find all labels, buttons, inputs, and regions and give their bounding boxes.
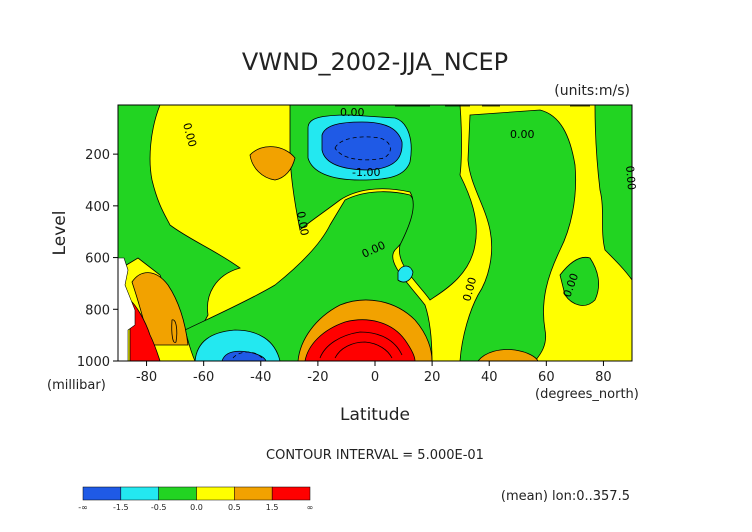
x-tick-label: 60 bbox=[538, 370, 555, 385]
region-moderate-negative-southern-low bbox=[194, 329, 281, 361]
region-positive-north-low bbox=[477, 349, 539, 361]
y-tick-label: 600 bbox=[85, 252, 110, 267]
region-negative-arctic bbox=[594, 105, 632, 281]
colorbar-label: 1.5 bbox=[266, 503, 279, 512]
y-axis-unit: (millibar) bbox=[47, 378, 106, 393]
x-tick-label: -20 bbox=[307, 370, 328, 385]
x-tick-label: 0 bbox=[371, 370, 379, 385]
colorbar-label: 0.0 bbox=[190, 503, 203, 512]
y-axis: 200 400 600 800 1000 bbox=[77, 148, 118, 370]
x-tick-label: 40 bbox=[481, 370, 498, 385]
units-label: (units:m/s) bbox=[554, 83, 630, 99]
region-missing-data bbox=[118, 257, 136, 361]
colorbar-label: 0.5 bbox=[228, 503, 241, 512]
colorbar-swatch bbox=[234, 486, 273, 501]
y-tick-label: 200 bbox=[85, 148, 110, 163]
x-axis-title: Latitude bbox=[340, 405, 410, 425]
y-tick-label: 1000 bbox=[77, 355, 110, 370]
contour-label: 0.00 bbox=[510, 128, 535, 141]
mean-lon-label: (mean) lon:0..357.5 bbox=[501, 489, 630, 504]
contour-positive-polar bbox=[171, 319, 178, 343]
contour-label: 0.00 bbox=[294, 210, 311, 236]
contour-label: -1.00 bbox=[352, 166, 380, 179]
colorbar-swatch bbox=[271, 486, 311, 501]
region-strong-positive-polar bbox=[129, 299, 161, 361]
x-axis-unit: (degrees_north) bbox=[535, 387, 639, 402]
colorbar: -∞ -1.5 -0.5 0.0 0.5 1.5 ∞ bbox=[78, 486, 314, 512]
x-tick-label: -80 bbox=[136, 370, 157, 385]
x-tick-label: 20 bbox=[424, 370, 441, 385]
colorbar-swatch bbox=[82, 486, 122, 501]
contour-negative-dashed-1 bbox=[334, 136, 391, 161]
contour-label: 0.00 bbox=[180, 121, 199, 148]
contour-label: 0.00 bbox=[340, 106, 365, 119]
y-axis-title: Level bbox=[50, 211, 70, 256]
y-tick-label: 800 bbox=[85, 303, 110, 318]
contour-label: 0.00 bbox=[623, 165, 638, 191]
contour-interval-label: CONTOUR INTERVAL = 5.000E-01 bbox=[266, 448, 484, 463]
contour-positive-2 bbox=[334, 341, 393, 359]
x-tick-label: 80 bbox=[595, 370, 612, 385]
contour-labels: 0.00 0.00 0.00 -1.00 0.00 0.00 0.00 0.00… bbox=[180, 106, 638, 303]
region-negative-north-low bbox=[559, 256, 600, 306]
plot-area bbox=[118, 105, 632, 361]
x-axis: -80 -60 -40 -20 0 20 40 60 80 bbox=[136, 361, 612, 385]
contour-positive-1 bbox=[319, 331, 403, 359]
contour-label: 0.00 bbox=[460, 276, 479, 303]
chart-title: VWND_2002-JJA_NCEP bbox=[242, 48, 508, 76]
x-tick-label: -40 bbox=[250, 370, 271, 385]
contour-negative-dashed-2 bbox=[232, 351, 263, 359]
region-strong-negative-upper bbox=[321, 121, 403, 171]
colorbar-label: ∞ bbox=[307, 503, 314, 512]
region-positive-midlat-upper bbox=[249, 146, 296, 181]
x-tick-label: -60 bbox=[193, 370, 214, 385]
region-strong-positive-tropical bbox=[304, 319, 416, 361]
colorbar-label: -0.5 bbox=[151, 503, 167, 512]
colorbar-label: -∞ bbox=[78, 503, 88, 512]
colorbar-swatch bbox=[120, 486, 159, 501]
region-small-negative-mid bbox=[397, 265, 414, 283]
colorbar-label: -1.5 bbox=[113, 503, 129, 512]
colorbar-swatch bbox=[158, 486, 197, 501]
y-tick-label: 400 bbox=[85, 200, 110, 215]
colorbar-swatch bbox=[196, 486, 235, 501]
region-negative-northern bbox=[459, 109, 576, 361]
